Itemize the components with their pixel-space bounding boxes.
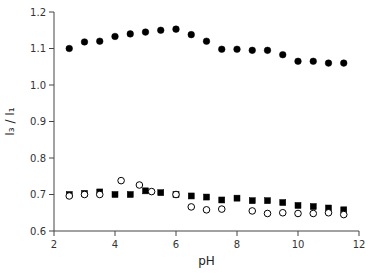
x-tick-label: 2 bbox=[51, 239, 57, 250]
x-tick bbox=[237, 231, 238, 236]
x-tick-label: 12 bbox=[353, 239, 366, 250]
x-tick bbox=[54, 231, 55, 236]
point bbox=[295, 202, 301, 208]
point bbox=[127, 192, 133, 198]
point bbox=[203, 207, 210, 214]
point bbox=[219, 197, 225, 203]
chart: 2 4 6 8 10 12 0.6 0.7 0.8 0.9 1.0 1.1 1.2 pH I₃ / I₁ bbox=[0, 0, 373, 273]
point bbox=[112, 192, 118, 198]
point bbox=[310, 204, 316, 210]
point bbox=[310, 58, 317, 65]
point bbox=[265, 198, 271, 204]
point bbox=[173, 26, 180, 33]
x-tick bbox=[298, 231, 299, 236]
y-tick bbox=[49, 158, 54, 159]
point bbox=[81, 39, 88, 46]
point bbox=[340, 60, 347, 67]
point bbox=[173, 191, 180, 198]
y-axis-label: I₃ / I₁ bbox=[3, 107, 17, 136]
point bbox=[142, 29, 149, 36]
point bbox=[81, 191, 88, 198]
point bbox=[173, 192, 179, 198]
point bbox=[136, 182, 143, 189]
x-tick-label: 8 bbox=[234, 239, 240, 250]
y-tick bbox=[49, 231, 54, 232]
point bbox=[204, 194, 210, 200]
point bbox=[158, 190, 164, 196]
point bbox=[264, 47, 271, 54]
point bbox=[118, 177, 125, 184]
x-tick-label: 10 bbox=[292, 239, 305, 250]
point bbox=[157, 27, 164, 34]
point bbox=[249, 208, 256, 215]
point bbox=[148, 188, 155, 195]
point bbox=[325, 60, 332, 67]
x-tick-label: 4 bbox=[112, 239, 118, 250]
y-tick bbox=[49, 194, 54, 195]
y-tick bbox=[49, 121, 54, 122]
point bbox=[112, 33, 119, 40]
x-axis-line bbox=[54, 231, 359, 232]
y-tick-label: 0.9 bbox=[30, 116, 46, 127]
y-tick bbox=[49, 48, 54, 49]
series bbox=[66, 26, 347, 67]
y-tick-label: 1.2 bbox=[30, 7, 46, 18]
point bbox=[280, 200, 286, 206]
x-tick bbox=[115, 231, 116, 236]
series bbox=[66, 188, 347, 213]
point bbox=[203, 38, 210, 45]
x-axis-label: pH bbox=[198, 254, 215, 268]
point bbox=[127, 31, 134, 38]
y-tick-label: 1.0 bbox=[30, 80, 46, 91]
point bbox=[188, 193, 194, 199]
x-tick bbox=[176, 231, 177, 236]
point bbox=[310, 210, 317, 217]
point bbox=[66, 45, 73, 52]
point bbox=[218, 206, 225, 213]
point bbox=[96, 38, 103, 45]
y-tick-label: 0.6 bbox=[30, 226, 46, 237]
point bbox=[218, 46, 225, 53]
plot-area bbox=[66, 26, 347, 218]
point bbox=[66, 193, 73, 200]
point bbox=[249, 47, 256, 54]
point bbox=[234, 46, 241, 53]
point bbox=[188, 204, 195, 211]
point bbox=[249, 198, 255, 204]
y-tick bbox=[49, 12, 54, 13]
y-tick-label: 0.7 bbox=[30, 189, 46, 200]
point bbox=[279, 51, 286, 58]
point bbox=[325, 209, 332, 216]
y-tick-label: 1.1 bbox=[30, 43, 46, 54]
y-tick-label: 0.8 bbox=[30, 153, 46, 164]
point bbox=[143, 188, 149, 194]
point bbox=[340, 211, 347, 218]
point bbox=[188, 31, 195, 38]
x-tick-label: 6 bbox=[173, 239, 179, 250]
point bbox=[264, 210, 271, 217]
point bbox=[96, 191, 103, 198]
y-tick bbox=[49, 85, 54, 86]
point bbox=[295, 210, 302, 217]
point bbox=[295, 58, 302, 65]
series bbox=[66, 177, 347, 218]
point bbox=[234, 195, 240, 201]
x-tick bbox=[359, 231, 360, 236]
point bbox=[279, 209, 286, 216]
